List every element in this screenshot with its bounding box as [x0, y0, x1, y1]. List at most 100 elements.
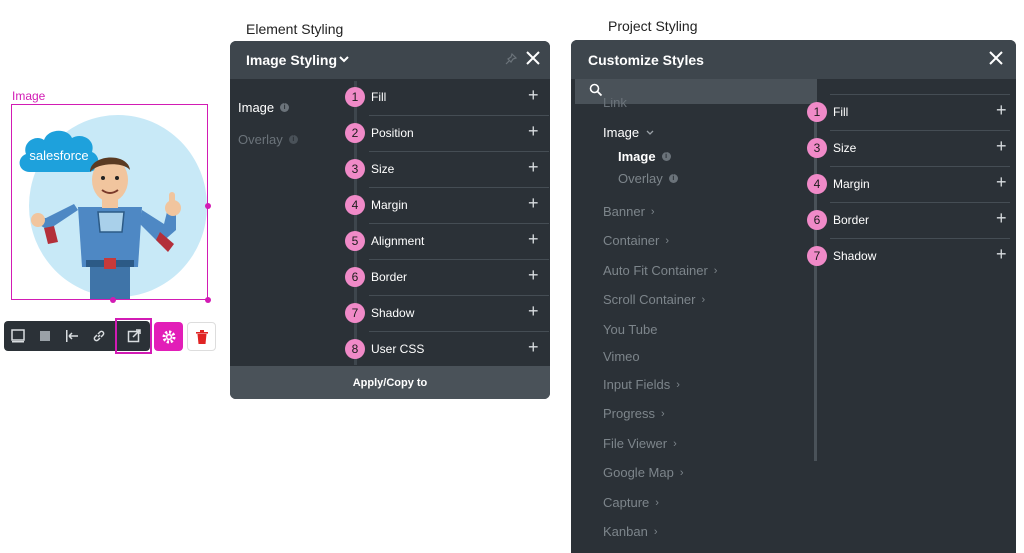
plus-icon[interactable]: + [996, 208, 1007, 228]
delete-button[interactable] [187, 322, 216, 351]
project-style-row-margin[interactable]: 4 Margin [807, 166, 870, 202]
selected-image-frame[interactable] [11, 104, 208, 300]
list-item-scroll-container[interactable]: Scroll Container › [603, 292, 705, 307]
search-icon [589, 83, 603, 97]
list-item-input-fields[interactable]: Input Fields › [603, 377, 680, 392]
square-filled-icon[interactable] [31, 321, 58, 351]
row-label: Border [833, 213, 870, 227]
list-item-label: Vimeo [603, 349, 640, 364]
element-panel-title[interactable]: Image Styling [246, 52, 338, 68]
row-divider [830, 238, 1010, 239]
plus-icon[interactable]: + [528, 157, 539, 177]
close-icon[interactable] [526, 51, 540, 65]
apply-copy-button[interactable]: Apply/Copy to [230, 366, 550, 399]
plus-icon[interactable]: + [996, 172, 1007, 192]
list-item-image[interactable]: Image [603, 125, 655, 140]
plus-icon[interactable]: + [996, 244, 1007, 264]
list-item-label: Input Fields [603, 377, 671, 392]
row-label: Shadow [371, 306, 415, 320]
row-divider [369, 295, 549, 296]
tab-image[interactable]: Image i [238, 91, 298, 123]
list-item-link[interactable]: Link [603, 98, 627, 110]
list-subitem-image[interactable]: Image i [618, 149, 671, 164]
list-item-google-map[interactable]: Google Map › [603, 465, 684, 480]
list-item-youtube[interactable]: You Tube [603, 322, 657, 337]
row-divider [830, 130, 1010, 131]
list-item-auto-fit-container[interactable]: Auto Fit Container › [603, 263, 717, 278]
step-badge: 5 [345, 231, 365, 251]
project-panel-header: Customize Styles [571, 40, 1016, 79]
trash-icon [195, 329, 208, 344]
plus-icon[interactable]: + [528, 229, 539, 249]
list-item-kanban[interactable]: Kanban › [603, 524, 658, 539]
row-label: Border [371, 270, 408, 284]
gear-icon [162, 330, 175, 343]
project-style-row-fill[interactable]: 1 Fill [807, 94, 848, 130]
step-badge: 1 [807, 102, 827, 122]
list-item-label: You Tube [603, 322, 658, 337]
chevron-right-icon: › [661, 407, 665, 420]
style-row-user-css[interactable]: 8 User CSS [345, 331, 424, 367]
row-divider [369, 223, 549, 224]
style-row-border[interactable]: 6 Border [345, 259, 407, 295]
chevron-right-icon: › [655, 496, 659, 509]
link-icon[interactable] [85, 321, 112, 351]
plus-icon[interactable]: + [528, 193, 539, 213]
row-label: Shadow [833, 249, 877, 263]
search-input[interactable] [605, 82, 809, 102]
list-item-label: Scroll Container [603, 292, 696, 307]
external-link-icon[interactable] [120, 321, 147, 351]
list-item-capture[interactable]: Capture › [603, 495, 659, 510]
list-item-file-viewer[interactable]: File Viewer › [603, 436, 677, 451]
list-item-label: Link [603, 98, 627, 110]
resize-handle-right[interactable] [205, 203, 211, 209]
chevron-down-icon[interactable] [338, 53, 350, 65]
row-divider [369, 259, 549, 260]
list-item-vimeo[interactable]: Vimeo [603, 349, 640, 364]
list-item-label: Capture [603, 495, 650, 510]
project-style-row-size[interactable]: 3 Size [807, 130, 856, 166]
element-styling-panel: Image Styling Image i Overlay i 1 Fill +… [230, 41, 550, 399]
list-item-progress[interactable]: Progress › [603, 406, 665, 421]
style-row-shadow[interactable]: 7 Shadow [345, 295, 414, 331]
close-icon[interactable] [989, 51, 1003, 65]
tab-overlay[interactable]: Overlay i [238, 123, 298, 155]
square-outline-icon[interactable] [4, 321, 31, 351]
row-divider [369, 331, 549, 332]
style-row-size[interactable]: 3 Size [345, 151, 394, 187]
plus-icon[interactable]: + [528, 265, 539, 285]
plus-icon[interactable]: + [996, 136, 1007, 156]
resize-handle-bottom[interactable] [110, 297, 116, 303]
plus-icon[interactable]: + [528, 337, 539, 357]
align-left-icon[interactable] [58, 321, 85, 351]
info-icon: i [288, 134, 298, 144]
row-label: Alignment [371, 234, 425, 248]
plus-icon[interactable]: + [528, 121, 539, 141]
project-style-row-shadow[interactable]: 7 Shadow [807, 238, 876, 274]
row-divider [369, 187, 549, 188]
project-styling-caption: Project Styling [608, 18, 698, 34]
style-row-margin[interactable]: 4 Margin [345, 187, 408, 223]
step-badge: 3 [345, 159, 365, 179]
style-row-position[interactable]: 2 Position [345, 115, 414, 151]
step-badge: 8 [345, 339, 365, 359]
plus-icon[interactable]: + [528, 301, 539, 321]
style-row-fill[interactable]: 1 Fill [345, 79, 386, 115]
project-style-row-border[interactable]: 6 Border [807, 202, 869, 238]
style-row-alignment[interactable]: 5 Alignment [345, 223, 424, 259]
plus-icon[interactable]: + [996, 100, 1007, 120]
plus-icon[interactable]: + [528, 85, 539, 105]
step-badge: 4 [807, 174, 827, 194]
chevron-right-icon: › [673, 437, 677, 450]
pin-icon[interactable] [505, 53, 517, 65]
resize-handle-bottom-right[interactable] [205, 297, 211, 303]
settings-button[interactable] [154, 322, 183, 351]
row-divider [830, 166, 1010, 167]
row-label: Size [371, 162, 395, 176]
list-scrollbar[interactable] [814, 106, 817, 461]
row-divider [830, 94, 1010, 95]
list-item-banner[interactable]: Banner › [603, 204, 655, 219]
salesforce-logo: salesforce [19, 130, 99, 172]
list-item-container[interactable]: Container › [603, 233, 669, 248]
list-subitem-overlay[interactable]: Overlay i [618, 171, 678, 186]
